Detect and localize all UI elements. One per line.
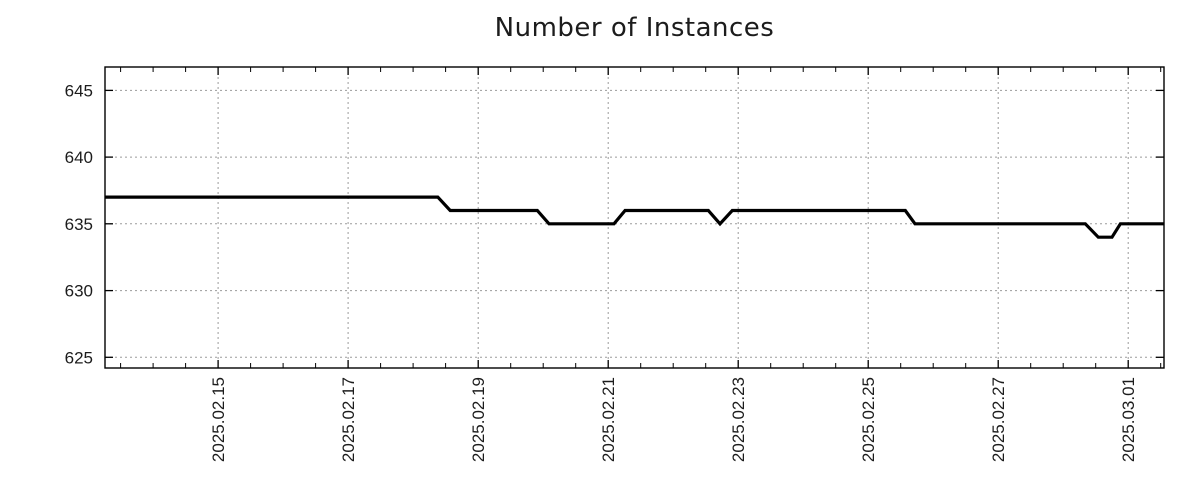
x-tick-label: 2025.03.01: [1119, 377, 1138, 462]
x-tick-label: 2025.02.25: [859, 377, 878, 462]
chart-title: Number of Instances: [494, 13, 775, 43]
x-tick-label: 2025.02.27: [989, 377, 1008, 462]
y-tick-label: 645: [65, 81, 93, 100]
plot-border: [104, 66, 1165, 369]
x-tick-label: 2025.02.17: [339, 377, 358, 462]
y-tick-label: 640: [65, 148, 93, 167]
y-tick-label: 635: [65, 215, 93, 234]
x-tick-label: 2025.02.23: [729, 377, 748, 462]
data-line-instances: [105, 195, 1164, 239]
y-tick-label: 625: [65, 348, 93, 367]
y-tick-label: 630: [65, 282, 93, 301]
x-tick-label: 2025.02.15: [209, 377, 228, 462]
x-tick-label: 2025.02.19: [469, 377, 488, 462]
x-tick-label: 2025.02.21: [599, 377, 618, 462]
